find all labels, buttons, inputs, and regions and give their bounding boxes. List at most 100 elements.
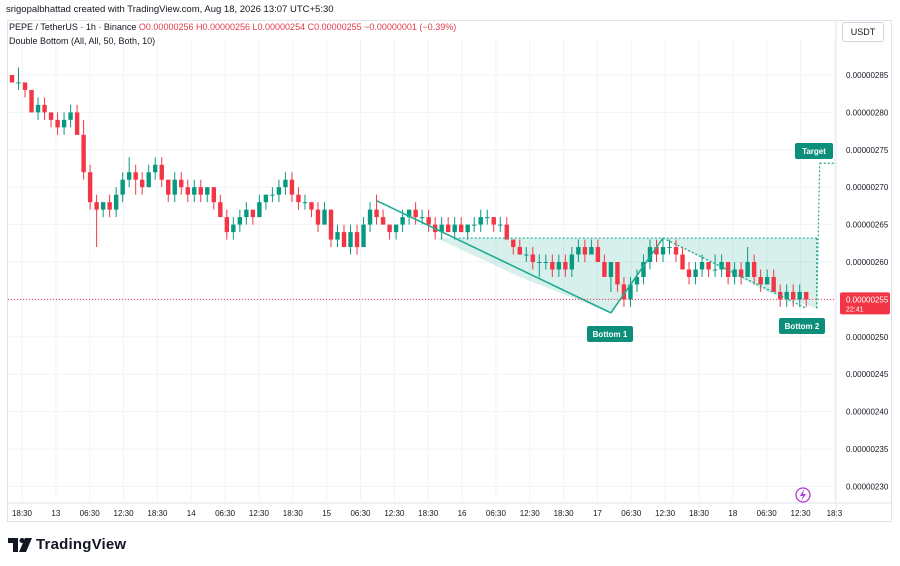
candle-body xyxy=(270,194,275,196)
candle-body xyxy=(120,179,125,195)
candle-body xyxy=(784,291,789,300)
candle-body xyxy=(244,209,249,218)
pattern-leg-down xyxy=(376,199,612,314)
candle-body xyxy=(42,104,47,113)
x-tick-label: 06:30 xyxy=(621,509,642,518)
candle-body xyxy=(647,247,653,262)
candle-body xyxy=(738,269,744,277)
x-tick-label: 16 xyxy=(458,509,467,518)
candle-body xyxy=(22,82,28,90)
pattern-fill-area xyxy=(436,238,817,313)
candle-body xyxy=(686,269,692,277)
x-tick-label: 06:30 xyxy=(215,509,236,518)
x-tick-label: 06:30 xyxy=(350,509,371,518)
x-tick-label: 18:30 xyxy=(147,509,168,518)
svg-text:Bottom 2: Bottom 2 xyxy=(785,322,820,331)
indicator-legend[interactable]: Double Bottom (All, All, 50, Both, 10) xyxy=(9,36,156,46)
candle-body xyxy=(771,276,776,292)
x-tick-label: 18 xyxy=(728,509,737,518)
pattern-leg-second xyxy=(662,237,807,310)
candle-body xyxy=(634,276,640,285)
candle-body xyxy=(9,75,15,83)
candle-body xyxy=(804,291,809,300)
candle-body xyxy=(257,202,262,218)
candle-body xyxy=(589,247,594,255)
svg-text:22:41: 22:41 xyxy=(846,306,864,313)
target-label[interactable]: Target xyxy=(795,143,833,159)
candle-body xyxy=(322,209,327,225)
candle-body xyxy=(602,262,607,277)
x-tick-label: 14 xyxy=(187,509,196,518)
x-tick-label: 06:30 xyxy=(757,509,778,518)
candle-body xyxy=(172,179,177,195)
candle-body xyxy=(35,104,41,113)
candle-body xyxy=(751,262,757,277)
candle-body xyxy=(250,209,256,218)
candle-body xyxy=(511,239,516,248)
candle-body xyxy=(348,232,353,248)
candle-body xyxy=(16,82,21,84)
bottom-2-label[interactable]: Bottom 2 xyxy=(779,318,825,334)
candle-body xyxy=(185,187,190,195)
tradingview-logo[interactable]: TradingView xyxy=(8,536,126,553)
candle-body xyxy=(296,194,301,203)
candle-body xyxy=(608,262,614,277)
candle-body xyxy=(419,217,425,219)
candle-body xyxy=(354,232,360,248)
candle-body xyxy=(680,254,685,270)
x-tick-label: 18:30 xyxy=(283,509,304,518)
candle-body xyxy=(315,209,321,225)
y-tick-label: 0.00000270 xyxy=(846,183,889,192)
candle-body xyxy=(374,209,379,218)
ohlc-values: O0.00000256 H0.00000256 L0.00000254 C0.0… xyxy=(138,22,457,32)
candle-body xyxy=(133,172,138,180)
candle-body xyxy=(211,187,217,203)
candle-body xyxy=(732,269,737,277)
candle-body xyxy=(74,112,80,135)
candle-body xyxy=(615,262,620,285)
candle-body xyxy=(498,224,503,226)
candle-body xyxy=(263,194,269,203)
x-tick-label: 18:30 xyxy=(12,509,33,518)
svg-text:Bottom 1: Bottom 1 xyxy=(593,330,628,339)
y-tick-label: 0.00000250 xyxy=(846,333,889,342)
candle-body xyxy=(426,217,431,225)
candle-body xyxy=(628,284,633,300)
candle-body xyxy=(413,209,418,218)
candle-body xyxy=(231,224,236,233)
candle-body xyxy=(328,209,334,240)
candle-body xyxy=(673,247,679,255)
symbol-info[interactable]: PEPE / TetherUS · 1h · Binance xyxy=(9,22,137,32)
chart-frame xyxy=(7,20,892,522)
y-tick-label: 0.00000280 xyxy=(846,108,889,117)
candle-body xyxy=(667,247,672,249)
candle-body xyxy=(179,179,184,188)
currency-button[interactable]: USDT xyxy=(842,22,884,42)
x-tick-label: 18:30 xyxy=(689,509,710,518)
lightning-icon[interactable] xyxy=(795,487,811,503)
x-tick-label: 12:30 xyxy=(520,509,541,518)
candle-body xyxy=(764,276,770,285)
candle-body xyxy=(81,134,86,173)
x-tick-label: 13 xyxy=(51,509,60,518)
candle-body xyxy=(654,247,659,255)
x-tick-label: 18:3 xyxy=(827,509,843,518)
candle-body xyxy=(61,119,67,128)
pattern-leg-up xyxy=(610,237,664,314)
candle-body xyxy=(439,224,444,233)
bottom-1-label[interactable]: Bottom 1 xyxy=(587,326,633,342)
candle-body xyxy=(491,217,496,225)
x-tick-label: 18:30 xyxy=(554,509,575,518)
candle-body xyxy=(504,224,509,240)
candle-body xyxy=(465,224,470,233)
candle-body xyxy=(198,187,203,195)
last-price-badge: 0.00000255 22:41 xyxy=(840,292,890,315)
candle-body xyxy=(712,269,718,271)
y-tick-label: 0.00000235 xyxy=(846,445,889,454)
candle-body xyxy=(29,89,34,113)
candle-body xyxy=(367,209,373,225)
x-tick-label: 12:30 xyxy=(384,509,405,518)
candle-body xyxy=(100,202,106,210)
candle-body xyxy=(537,262,542,263)
